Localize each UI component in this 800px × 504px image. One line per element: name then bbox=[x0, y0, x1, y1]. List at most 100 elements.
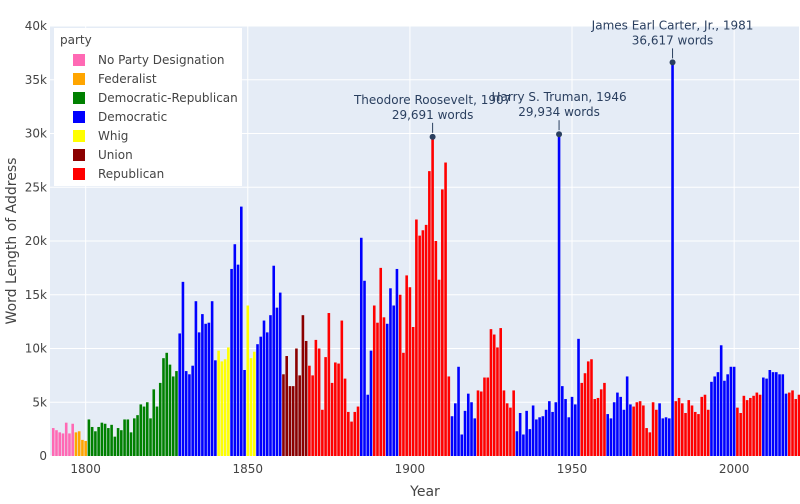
bar bbox=[622, 409, 626, 456]
bar bbox=[304, 340, 308, 456]
bar bbox=[664, 417, 668, 456]
bar bbox=[437, 279, 441, 456]
bar bbox=[372, 305, 376, 456]
bar bbox=[564, 399, 567, 456]
bar bbox=[454, 403, 457, 456]
bar bbox=[347, 411, 350, 456]
bar bbox=[577, 338, 580, 456]
bar bbox=[155, 406, 159, 456]
bar bbox=[285, 356, 288, 456]
bar bbox=[499, 328, 502, 456]
bar bbox=[77, 431, 81, 456]
bar bbox=[158, 382, 162, 456]
legend-swatch bbox=[73, 149, 85, 161]
bar bbox=[525, 410, 528, 456]
bar bbox=[771, 372, 775, 456]
bar bbox=[583, 373, 587, 456]
annotation-point bbox=[556, 131, 563, 138]
y-tick-label: 20k bbox=[25, 234, 47, 248]
legend-swatch bbox=[73, 168, 85, 180]
legend: party No Party Designation Federalist Demo… bbox=[54, 28, 242, 186]
bar bbox=[648, 432, 652, 456]
bar bbox=[573, 404, 577, 456]
bar bbox=[376, 322, 379, 456]
bar bbox=[120, 430, 123, 456]
bars-layer bbox=[51, 62, 800, 456]
bar bbox=[431, 136, 434, 456]
bar bbox=[415, 219, 418, 456]
legend-swatch bbox=[73, 130, 85, 142]
bar bbox=[606, 414, 609, 456]
bar bbox=[337, 363, 340, 456]
bar bbox=[736, 407, 739, 456]
bar bbox=[700, 396, 704, 456]
bar bbox=[775, 372, 778, 456]
legend-background bbox=[54, 28, 242, 186]
bar bbox=[314, 339, 318, 456]
bar bbox=[486, 377, 490, 456]
bar bbox=[538, 417, 541, 456]
bar bbox=[149, 418, 152, 456]
bar bbox=[87, 419, 91, 456]
bar bbox=[762, 377, 765, 456]
bar bbox=[363, 280, 366, 456]
bar bbox=[243, 370, 246, 456]
bar bbox=[359, 237, 363, 456]
bar bbox=[181, 281, 185, 456]
bar bbox=[321, 409, 324, 456]
bar bbox=[282, 374, 285, 456]
bar bbox=[103, 423, 107, 456]
bar bbox=[133, 418, 136, 456]
bar bbox=[272, 265, 276, 456]
bar bbox=[441, 189, 444, 456]
bar bbox=[492, 334, 496, 456]
legend-swatch bbox=[73, 54, 85, 66]
legend-label: Whig bbox=[98, 129, 128, 143]
bar bbox=[612, 402, 616, 456]
bar bbox=[74, 432, 78, 456]
x-tick-label: 1850 bbox=[233, 462, 264, 476]
bar bbox=[68, 433, 71, 456]
bar bbox=[301, 315, 305, 456]
bar bbox=[236, 264, 240, 456]
bar bbox=[343, 378, 347, 456]
x-tick-label: 2000 bbox=[719, 462, 750, 476]
bar bbox=[288, 386, 292, 456]
bar bbox=[460, 434, 464, 456]
bar bbox=[593, 399, 597, 456]
bar bbox=[256, 344, 259, 456]
annotation-value: 29,691 words bbox=[392, 108, 474, 122]
bar bbox=[690, 405, 694, 456]
annotation-point bbox=[429, 133, 436, 140]
bar bbox=[638, 401, 642, 456]
bar bbox=[402, 352, 405, 456]
y-tick-label: 40k bbox=[25, 19, 47, 33]
y-tick-label: 30k bbox=[25, 127, 47, 141]
bar bbox=[570, 396, 574, 456]
bar bbox=[765, 378, 768, 456]
bar bbox=[470, 402, 473, 456]
bar bbox=[408, 287, 412, 456]
legend-swatch bbox=[73, 73, 85, 85]
bar bbox=[713, 376, 716, 456]
bar bbox=[94, 431, 97, 456]
bar bbox=[107, 428, 110, 456]
bar bbox=[729, 366, 733, 456]
bar bbox=[142, 406, 146, 456]
bar bbox=[710, 381, 713, 456]
bar bbox=[129, 432, 133, 456]
bar bbox=[479, 391, 483, 456]
bar bbox=[625, 376, 629, 456]
bar bbox=[398, 294, 402, 456]
bar bbox=[742, 395, 746, 456]
bar bbox=[697, 414, 700, 456]
bar bbox=[145, 402, 149, 456]
bar bbox=[651, 402, 655, 456]
bar bbox=[81, 439, 84, 456]
bar bbox=[411, 327, 415, 456]
legend-swatch bbox=[73, 111, 85, 123]
bar bbox=[509, 407, 512, 456]
bar bbox=[204, 323, 207, 456]
bar bbox=[463, 410, 467, 456]
